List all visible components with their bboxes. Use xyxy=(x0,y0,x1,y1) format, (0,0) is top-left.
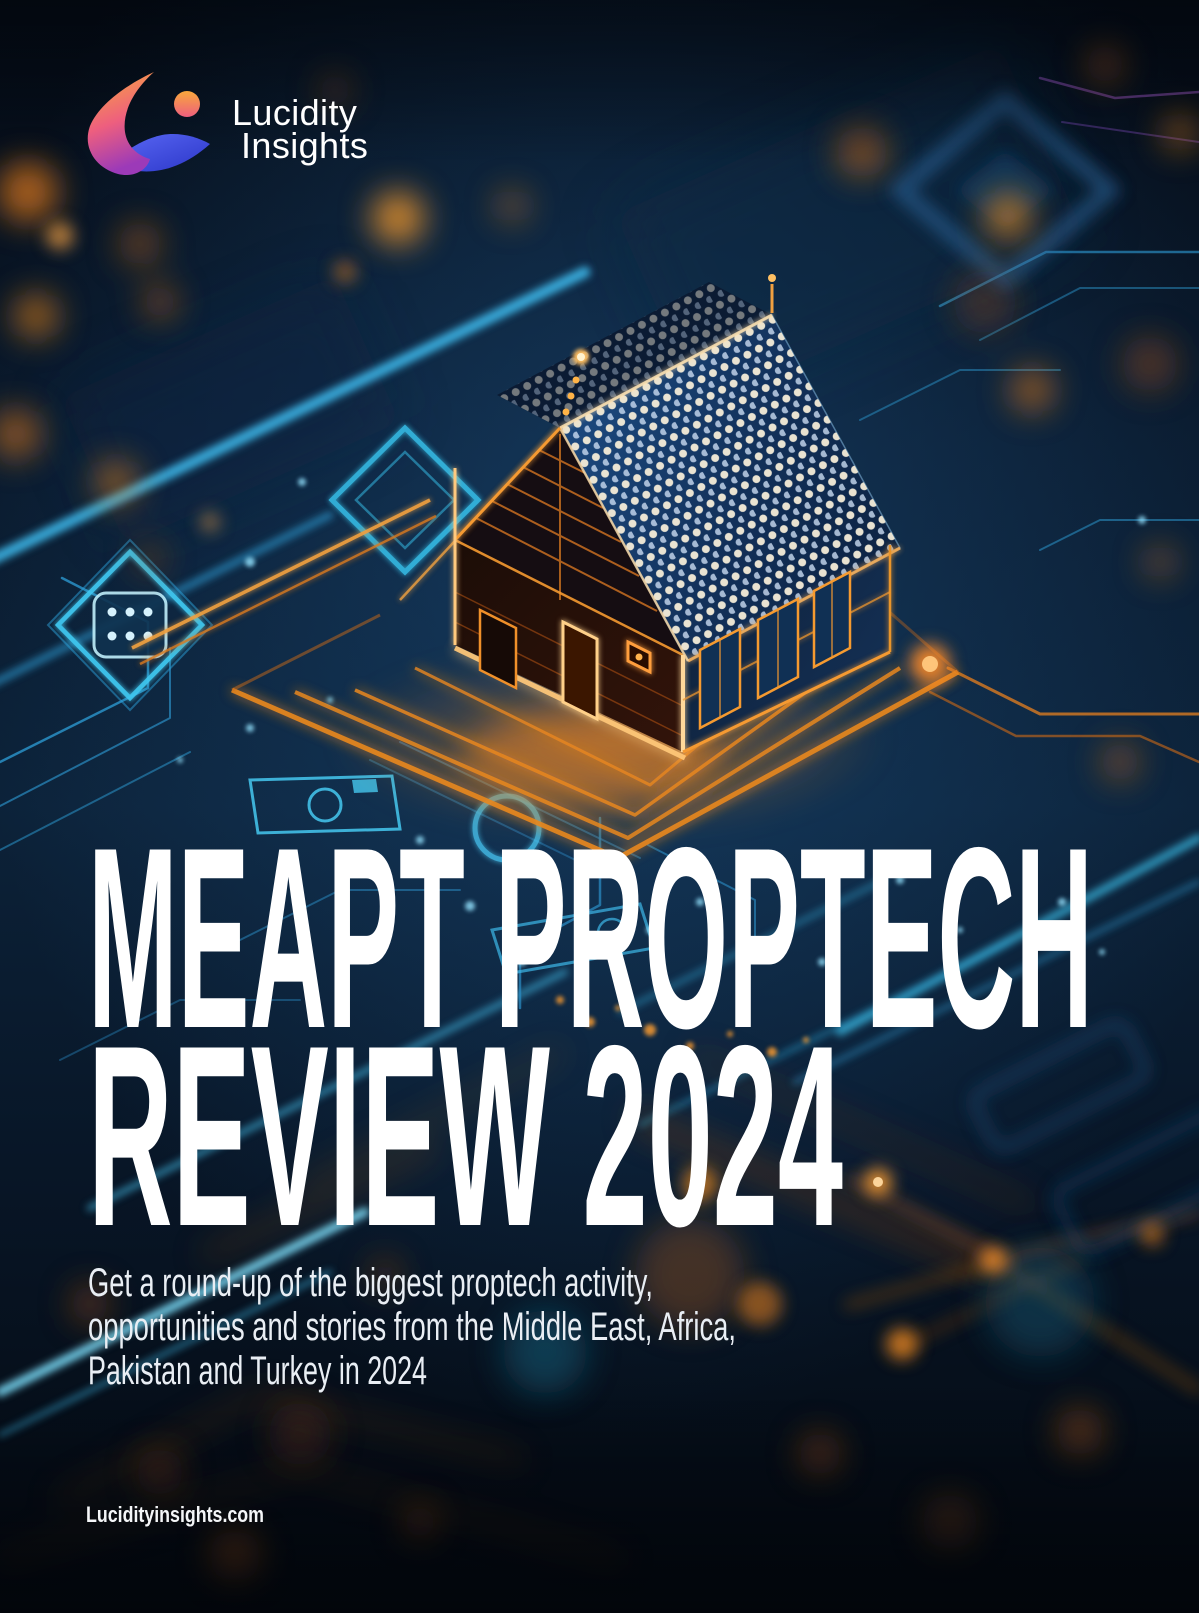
logo-text-line2: Insights xyxy=(241,125,369,166)
report-subtitle: Get a round-up of the biggest proptech a… xyxy=(88,1261,736,1393)
house-gable xyxy=(455,428,683,655)
gable-louvers xyxy=(475,434,658,612)
spark-dots xyxy=(556,996,809,1057)
title-line2: REVIEW 2024 xyxy=(88,991,844,1250)
subtitle-line2: opportunities and stories from the Middl… xyxy=(88,1305,736,1349)
cyan-light-beams xyxy=(0,266,1199,1437)
footer: Lucidityinsights.com xyxy=(86,1502,264,1527)
subtitle-line1: Get a round-up of the biggest proptech a… xyxy=(88,1261,653,1305)
logo-text-line1: Lucidity xyxy=(232,92,358,133)
led-dot-roof xyxy=(497,282,902,663)
cyan-pixel-dots xyxy=(177,478,1146,966)
lucidity-logo-icon xyxy=(87,72,210,176)
website-url: Lucidityinsights.com xyxy=(86,1502,264,1527)
smart-house-illustration xyxy=(131,274,960,1057)
doorbell-badge-icon xyxy=(626,639,652,675)
front-window xyxy=(478,607,518,691)
brand-logo: Lucidity Insights xyxy=(84,70,368,178)
logo-wordmark: Lucidity Insights xyxy=(232,92,369,166)
house-door xyxy=(561,619,599,722)
antenna-dots xyxy=(562,274,776,416)
side-windows xyxy=(698,569,852,731)
title-line1: MEAPT PROPTECH xyxy=(88,793,1093,1082)
subtitle-line3: Pakistan and Turkey in 2024 xyxy=(88,1349,427,1393)
report-title: MEAPT PROPTECH REVIEW 2024 xyxy=(88,793,1093,1250)
